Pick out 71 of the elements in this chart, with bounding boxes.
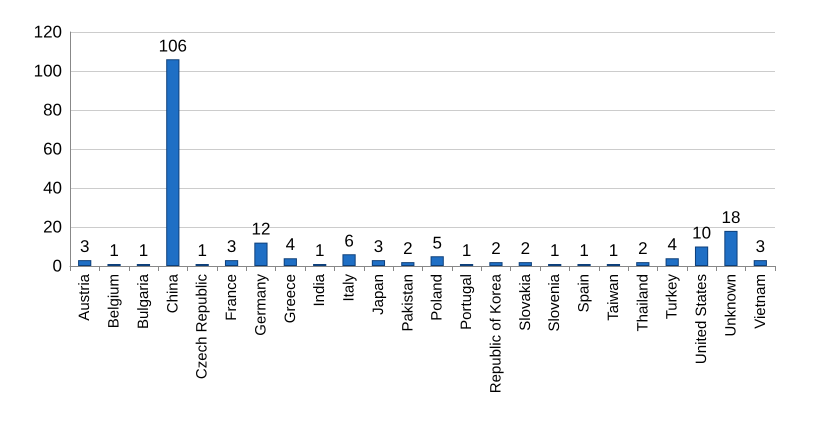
y-tick-label: 100 (34, 62, 62, 80)
data-label: 2 (520, 239, 530, 258)
bar (724, 230, 738, 266)
x-tick-label: United States (693, 274, 710, 364)
x-tick-label: Taiwan (604, 274, 622, 321)
x-tick-label: Thailand (634, 274, 652, 332)
data-label: 2 (638, 239, 648, 258)
bar (342, 254, 356, 266)
y-tick-label: 40 (43, 178, 62, 198)
data-label: 3 (226, 237, 236, 256)
data-label: 4 (286, 235, 296, 254)
x-tick-label: Pakistan (399, 274, 416, 332)
x-tick-label: Greece (282, 274, 299, 324)
data-label: 3 (756, 237, 766, 256)
data-label: 1 (138, 241, 148, 260)
x-tick-label: China (164, 273, 182, 314)
data-label: 2 (491, 239, 501, 258)
bar (166, 59, 180, 266)
data-label: 1 (579, 241, 589, 260)
bar (284, 258, 297, 266)
y-tick-label: 80 (43, 100, 62, 120)
data-label: 1 (314, 241, 324, 260)
x-tick-label: Turkey (664, 274, 681, 320)
x-tick-label: Italy (340, 274, 358, 302)
y-tick-label: 20 (43, 218, 62, 236)
bar (401, 262, 414, 266)
data-label: 3 (374, 237, 384, 256)
data-label: 1 (462, 241, 472, 260)
bar (666, 258, 679, 266)
x-tick-label: Portugal (458, 274, 476, 330)
x-tick-label: Belgium (106, 274, 123, 328)
x-tick-label: Republic of Korea (487, 273, 504, 394)
x-tick-label: Austria (76, 273, 94, 321)
x-tick-label: Spain (576, 274, 593, 312)
data-label: 1 (197, 241, 207, 260)
data-label: 12 (251, 220, 270, 239)
data-label: 5 (432, 233, 442, 252)
bar (636, 262, 650, 266)
x-tick-label: Vietnam (752, 274, 769, 329)
data-label: 106 (158, 36, 187, 56)
x-tick-label: Bulgaria (134, 273, 152, 330)
data-label: 18 (721, 208, 740, 227)
bar (224, 260, 238, 266)
x-tick-label: Poland (428, 274, 446, 321)
x-tick-label: Slovakia (516, 273, 534, 331)
data-label: 1 (550, 241, 560, 260)
data-label: 2 (403, 239, 413, 258)
bar (372, 260, 386, 266)
y-tick-label: 120 (34, 22, 62, 42)
data-label: 4 (667, 235, 677, 254)
bar (694, 246, 708, 266)
y-tick-label: 0 (52, 256, 62, 276)
x-tick-label: Japan (370, 274, 387, 315)
bar (489, 262, 503, 266)
bar (78, 260, 92, 266)
x-tick-label: France (223, 274, 240, 321)
x-tick-label: Germany (252, 274, 270, 336)
data-label: 1 (109, 241, 119, 260)
data-label: 10 (692, 224, 712, 242)
x-tick-label: Slovenia (546, 273, 564, 332)
bar (518, 262, 532, 266)
bar (430, 256, 444, 266)
data-label: 6 (344, 231, 354, 250)
x-tick-label: Czech Republic (194, 274, 211, 380)
y-tick-label: 60 (43, 140, 62, 158)
data-label: 1 (608, 241, 618, 260)
x-tick-label: Unknown (722, 274, 740, 337)
bar (754, 260, 767, 266)
bar (254, 242, 268, 266)
x-tick-label: India (311, 273, 328, 307)
data-label: 3 (80, 237, 90, 256)
